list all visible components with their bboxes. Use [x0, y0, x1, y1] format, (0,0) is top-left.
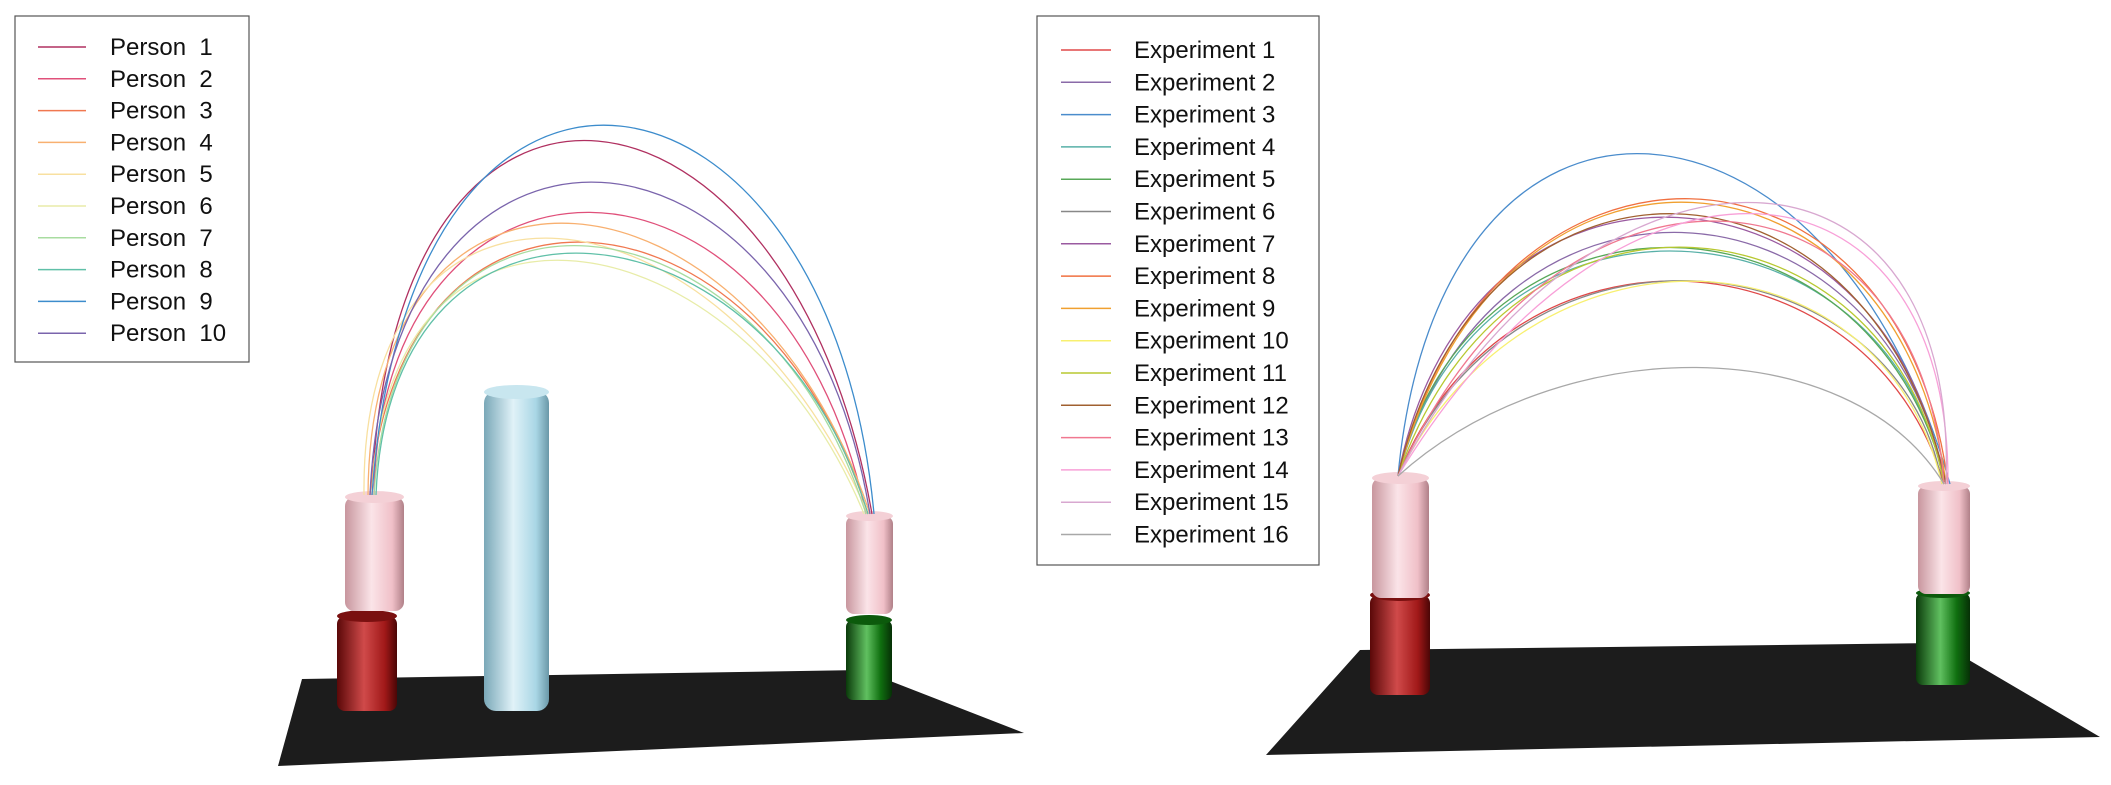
- right-legend-label-7: Experiment 7: [1134, 231, 1275, 258]
- right-legend-label-14: Experiment 14: [1134, 457, 1289, 484]
- right-trajectory-7: [1397, 216, 1945, 485]
- left-trajectories: [363, 124, 875, 515]
- right-trajectory-10: [1397, 280, 1943, 485]
- left-trajectory-2: [373, 211, 867, 515]
- right-legend-label-12: Experiment 12: [1134, 392, 1289, 419]
- right-trajectory-16: [1397, 366, 1945, 485]
- right-legend-label-5: Experiment 5: [1134, 166, 1275, 193]
- left-legend-label-6: Person 6: [110, 193, 213, 220]
- left-legend-label-2: Person 2: [110, 66, 213, 93]
- left-goal-cylinder: [846, 511, 893, 614]
- right-trajectory-8: [1397, 198, 1949, 485]
- left-legend-label-9: Person 9: [110, 288, 213, 315]
- right-trajectory-15: [1397, 201, 1947, 485]
- left-legend-label-4: Person 4: [110, 129, 213, 156]
- left-trajectory-7: [373, 245, 867, 515]
- left-trajectory-8: [375, 252, 869, 515]
- right-legend-label-10: Experiment 10: [1134, 328, 1289, 355]
- right-trajectory-4: [1397, 250, 1945, 485]
- left-trajectory-1: [371, 139, 873, 515]
- left-legend-label-1: Person 1: [110, 34, 213, 61]
- right-green-cylinder: [1916, 588, 1970, 685]
- right-trajectories: [1397, 153, 1951, 485]
- left-legend-label-3: Person 3: [110, 98, 213, 125]
- left-legend-label-8: Person 8: [110, 257, 213, 284]
- left-trajectory-5: [363, 237, 869, 515]
- right-scene: Experiment 1 Experiment 2 Experiment 3 Expe…: [1036, 15, 2100, 755]
- left-trajectory-6: [371, 259, 865, 515]
- left-legend-label-10: Person 10: [110, 320, 226, 347]
- left-legend: Person 1 Person 2 Person 3 Person 4 Person 5…: [14, 15, 250, 363]
- right-legend-label-3: Experiment 3: [1134, 102, 1275, 129]
- right-legend-label-8: Experiment 8: [1134, 263, 1275, 290]
- right-trajectory-9: [1397, 201, 1947, 485]
- left-trajectory-3: [369, 241, 869, 515]
- left-scene: Person 1 Person 2 Person 3 Person 4 Person 5…: [14, 15, 1024, 766]
- right-floor: [1266, 643, 2100, 755]
- right-legend: Experiment 1 Experiment 2 Experiment 3 Expe…: [1036, 15, 1320, 566]
- right-trajectory-11: [1397, 246, 1945, 485]
- left-trajectory-9: [371, 124, 875, 515]
- right-legend-label-4: Experiment 4: [1134, 134, 1275, 161]
- right-red-cylinder: [1370, 589, 1430, 695]
- right-legend-label-11: Experiment 11: [1134, 360, 1287, 387]
- right-legend-label-13: Experiment 13: [1134, 425, 1289, 452]
- right-trajectory-1: [1397, 280, 1945, 485]
- right-start-cylinder: [1372, 472, 1429, 598]
- right-legend-label-16: Experiment 16: [1134, 522, 1289, 549]
- left-red-cylinder: [337, 610, 397, 711]
- right-legend-label-1: Experiment 1: [1134, 37, 1275, 64]
- left-trajectory-4: [367, 222, 871, 515]
- right-legend-label-9: Experiment 9: [1134, 295, 1275, 322]
- left-floor: [278, 670, 1024, 766]
- left-trajectory-10: [369, 181, 871, 515]
- right-legend-label-15: Experiment 15: [1134, 489, 1289, 516]
- left-legend-label-5: Person 5: [110, 161, 213, 188]
- left-start-cylinder: [345, 491, 404, 611]
- right-trajectory-6: [1397, 280, 1943, 485]
- right-trajectory-14: [1397, 213, 1949, 485]
- right-trajectory-3: [1397, 153, 1951, 485]
- right-trajectory-13: [1397, 220, 1945, 485]
- left-green-cylinder: [846, 615, 892, 700]
- left-obstacle-cylinder: [484, 385, 549, 711]
- right-legend-label-6: Experiment 6: [1134, 199, 1275, 226]
- left-legend-label-7: Person 7: [110, 225, 213, 252]
- right-goal-cylinder: [1918, 481, 1970, 594]
- right-legend-label-2: Experiment 2: [1134, 69, 1275, 96]
